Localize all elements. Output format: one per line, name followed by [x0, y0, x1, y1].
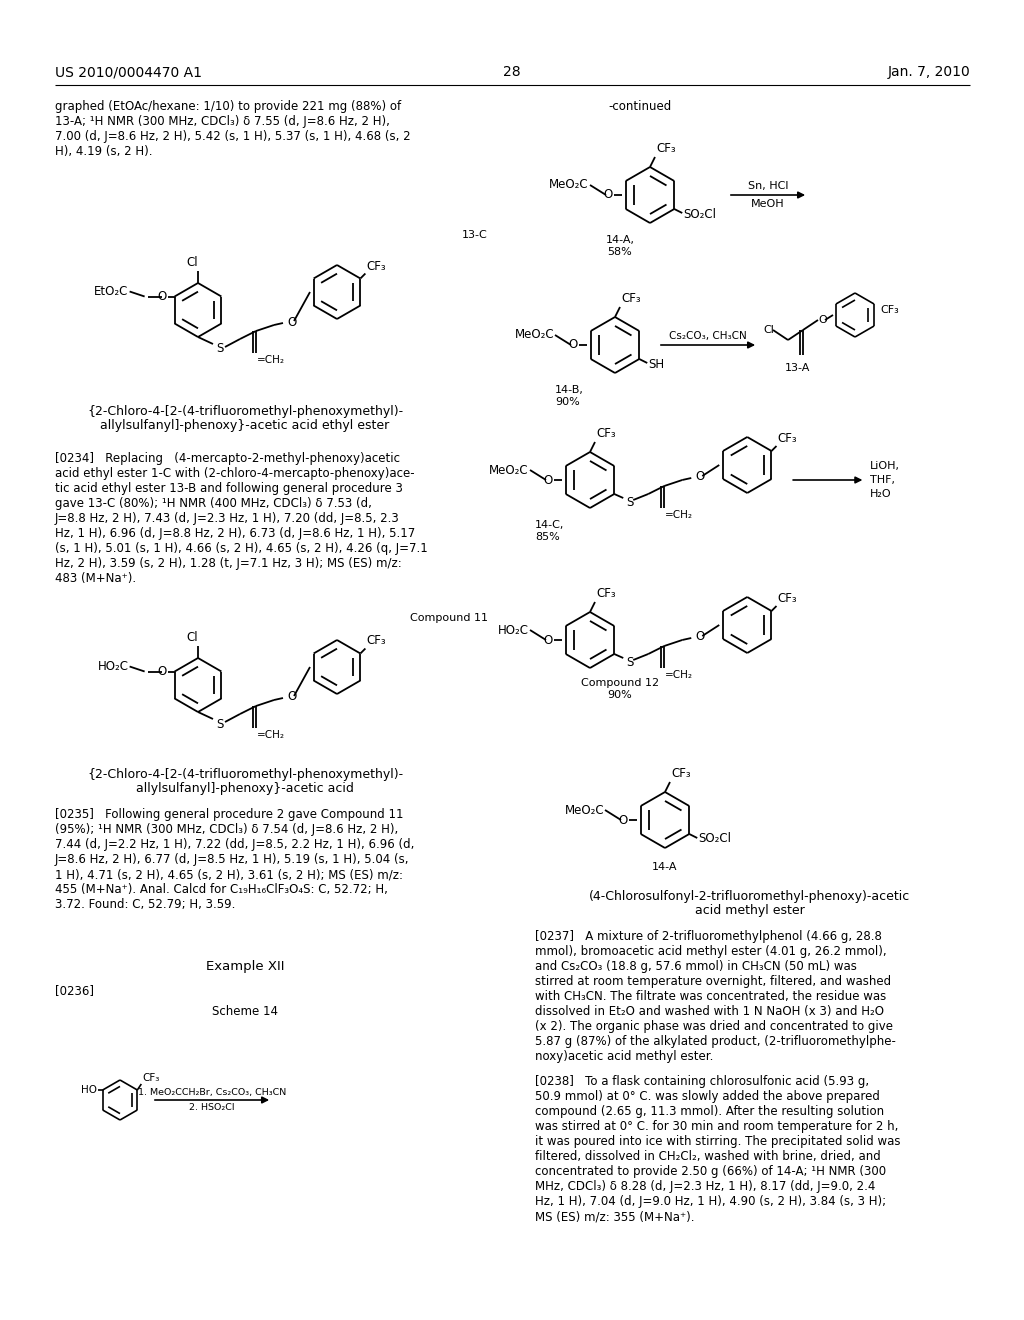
- Text: O: O: [818, 315, 826, 325]
- Text: THF,: THF,: [870, 475, 895, 484]
- Text: O: O: [544, 474, 553, 487]
- Text: 90%: 90%: [555, 397, 580, 407]
- Text: MeO₂C: MeO₂C: [549, 178, 589, 191]
- Text: CF₃: CF₃: [621, 292, 641, 305]
- Text: CF₃: CF₃: [596, 587, 615, 601]
- Text: 14-C,: 14-C,: [535, 520, 564, 531]
- Text: Compound 12: Compound 12: [581, 678, 659, 688]
- Text: H₂O: H₂O: [870, 488, 892, 499]
- Text: O: O: [695, 631, 705, 644]
- Text: Cs₂CO₃, CH₃CN: Cs₂CO₃, CH₃CN: [669, 331, 746, 341]
- Text: O: O: [695, 470, 705, 483]
- Text: (4-Chlorosulfonyl-2-trifluoromethyl-phenoxy)-acetic: (4-Chlorosulfonyl-2-trifluoromethyl-phen…: [590, 890, 910, 903]
- Text: allylsulfanyl]-phenoxy}-acetic acid: allylsulfanyl]-phenoxy}-acetic acid: [136, 781, 354, 795]
- Text: 14-A,: 14-A,: [605, 235, 635, 246]
- Text: -continued: -continued: [608, 100, 672, 114]
- Text: MeOH: MeOH: [752, 199, 784, 209]
- Text: graphed (EtOAc/hexane: 1/10) to provide 221 mg (88%) of
13-A; ¹H NMR (300 MHz, C: graphed (EtOAc/hexane: 1/10) to provide …: [55, 100, 411, 158]
- Text: =CH₂: =CH₂: [257, 355, 285, 366]
- Text: US 2010/0004470 A1: US 2010/0004470 A1: [55, 65, 202, 79]
- Text: Jan. 7, 2010: Jan. 7, 2010: [887, 65, 970, 79]
- Text: SO₂Cl: SO₂Cl: [698, 833, 731, 846]
- Text: CF₃: CF₃: [596, 426, 615, 440]
- Text: O: O: [604, 189, 613, 202]
- Text: S: S: [216, 718, 223, 730]
- Text: Scheme 14: Scheme 14: [212, 1005, 278, 1018]
- Text: 13-C: 13-C: [462, 230, 488, 240]
- Text: [0237]   A mixture of 2-trifluoromethylphenol (4.66 g, 28.8
mmol), bromoacetic a: [0237] A mixture of 2-trifluoromethylphe…: [535, 931, 896, 1063]
- Text: Compound 11: Compound 11: [410, 612, 488, 623]
- Text: O: O: [568, 338, 578, 351]
- Text: EtO₂C: EtO₂C: [94, 285, 129, 298]
- Text: 14-B,: 14-B,: [555, 385, 584, 395]
- Text: 58%: 58%: [607, 247, 633, 257]
- Text: 28: 28: [503, 65, 521, 79]
- Text: SO₂Cl: SO₂Cl: [683, 207, 716, 220]
- Text: Sn, HCl: Sn, HCl: [748, 181, 788, 191]
- Text: =CH₂: =CH₂: [257, 730, 285, 741]
- Text: Cl: Cl: [763, 325, 774, 335]
- Text: CF₃: CF₃: [777, 432, 797, 445]
- Text: acid methyl ester: acid methyl ester: [695, 904, 805, 917]
- Text: =CH₂: =CH₂: [666, 510, 693, 520]
- Text: S: S: [627, 495, 634, 508]
- Text: Example XII: Example XII: [206, 960, 285, 973]
- Text: MeO₂C: MeO₂C: [514, 329, 554, 342]
- Text: {2-Chloro-4-[2-(4-trifluoromethyl-phenoxymethyl)-: {2-Chloro-4-[2-(4-trifluoromethyl-phenox…: [87, 768, 403, 781]
- Text: 2. HSO₂Cl: 2. HSO₂Cl: [189, 1104, 234, 1111]
- Text: HO₂C: HO₂C: [97, 660, 129, 673]
- Text: SH: SH: [648, 358, 665, 371]
- Text: O: O: [158, 290, 167, 304]
- Text: allylsulfanyl]-phenoxy}-acetic acid ethyl ester: allylsulfanyl]-phenoxy}-acetic acid ethy…: [100, 418, 389, 432]
- Text: S: S: [216, 342, 223, 355]
- Text: S: S: [627, 656, 634, 668]
- Text: O: O: [287, 690, 296, 704]
- Text: CF₃: CF₃: [367, 635, 386, 648]
- Text: Cl: Cl: [186, 256, 198, 269]
- Text: 13-A: 13-A: [785, 363, 811, 374]
- Text: MeO₂C: MeO₂C: [564, 804, 604, 817]
- Text: [0238]   To a flask containing chlorosulfonic acid (5.93 g,
50.9 mmol) at 0° C. : [0238] To a flask containing chlorosulfo…: [535, 1074, 900, 1224]
- Text: [0236]: [0236]: [55, 983, 94, 997]
- Text: O: O: [287, 315, 296, 329]
- Text: CF₃: CF₃: [142, 1073, 160, 1082]
- Text: Cl: Cl: [186, 631, 198, 644]
- Text: MeO₂C: MeO₂C: [489, 463, 529, 477]
- Text: CF₃: CF₃: [777, 591, 797, 605]
- Text: {2-Chloro-4-[2-(4-trifluoromethyl-phenoxymethyl)-: {2-Chloro-4-[2-(4-trifluoromethyl-phenox…: [87, 405, 403, 418]
- Text: CF₃: CF₃: [880, 305, 899, 315]
- Text: CF₃: CF₃: [671, 767, 690, 780]
- Text: O: O: [618, 813, 628, 826]
- Text: 85%: 85%: [535, 532, 560, 543]
- Text: 90%: 90%: [607, 690, 633, 700]
- Text: 14-A: 14-A: [652, 862, 678, 873]
- Text: LiOH,: LiOH,: [870, 461, 900, 471]
- Text: =CH₂: =CH₂: [666, 671, 693, 680]
- Text: HO₂C: HO₂C: [498, 623, 529, 636]
- Text: [0235]   Following general procedure 2 gave Compound 11
(95%); ¹H NMR (300 MHz, : [0235] Following general procedure 2 gav…: [55, 808, 415, 911]
- Text: O: O: [158, 665, 167, 678]
- Text: [0234]   Replacing   (4-mercapto-2-methyl-phenoxy)acetic
acid ethyl ester 1-C wi: [0234] Replacing (4-mercapto-2-methyl-ph…: [55, 451, 428, 585]
- Text: CF₃: CF₃: [656, 143, 676, 154]
- Text: O: O: [544, 634, 553, 647]
- Text: HO: HO: [81, 1085, 96, 1096]
- Text: CF₃: CF₃: [367, 260, 386, 272]
- Text: 1. MeO₂CCH₂Br, Cs₂CO₃, CH₃CN: 1. MeO₂CCH₂Br, Cs₂CO₃, CH₃CN: [138, 1088, 286, 1097]
